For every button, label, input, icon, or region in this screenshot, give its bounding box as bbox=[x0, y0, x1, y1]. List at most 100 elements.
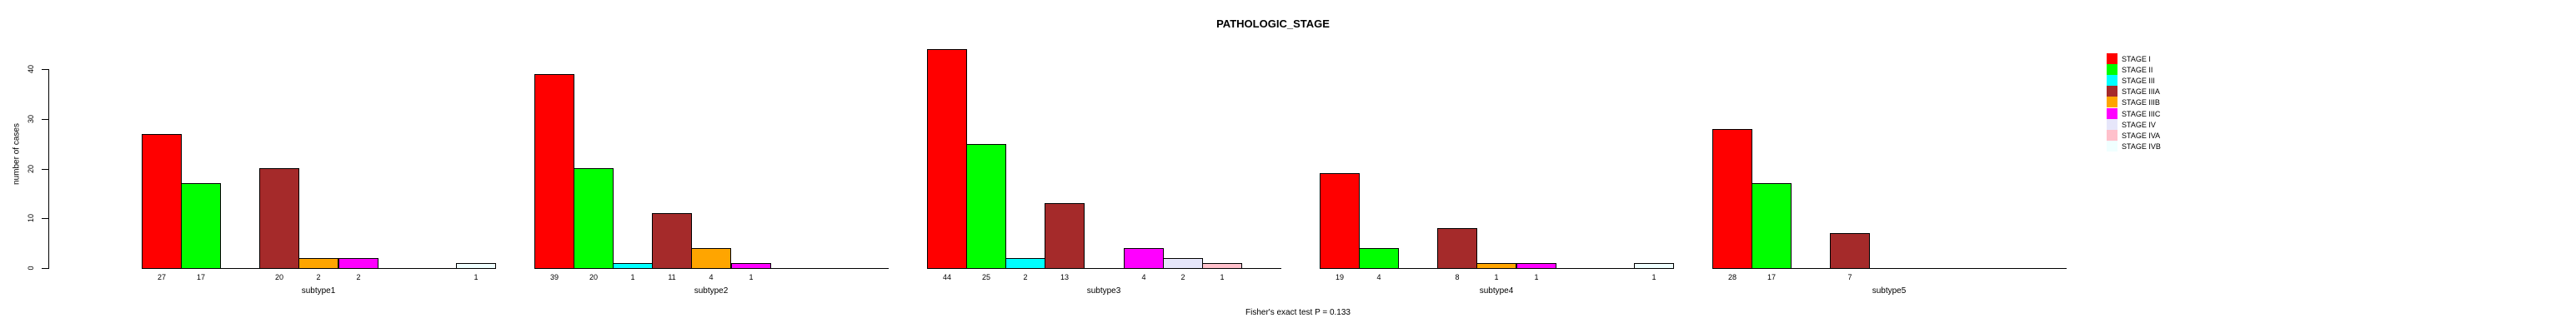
legend-item-stage-i: STAGE I bbox=[2107, 53, 2151, 64]
bar-subtype2-stage-ii bbox=[574, 168, 614, 269]
bar-value-subtype5-stage-i: 28 bbox=[1727, 273, 1737, 281]
legend-swatch-stage-iii bbox=[2107, 75, 2117, 86]
fisher-test-footnote: Fisher's exact test P = 0.133 bbox=[1245, 308, 1351, 317]
legend-label-stage-ii: STAGE II bbox=[2122, 65, 2153, 74]
bar-value-subtype1-stage-ivb: 1 bbox=[474, 273, 479, 281]
y-tick-mark bbox=[42, 69, 48, 70]
y-tick-label: 0 bbox=[27, 266, 35, 271]
legend-label-stage-iiib: STAGE IIIB bbox=[2122, 97, 2160, 107]
bar-value-subtype5-stage-ii: 17 bbox=[1767, 273, 1776, 281]
bar-value-subtype1-stage-ii: 17 bbox=[196, 273, 205, 281]
category-label-subtype5: subtype5 bbox=[1872, 286, 1907, 296]
y-tick-mark bbox=[42, 268, 48, 269]
bar-subtype3-stage-iv bbox=[1163, 258, 1203, 269]
bar-subtype2-stage-iiia bbox=[652, 213, 692, 269]
legend-swatch-stage-iv bbox=[2107, 119, 2117, 130]
bar-value-subtype4-stage-iiia: 8 bbox=[1455, 273, 1460, 281]
bar-subtype4-stage-ii bbox=[1359, 248, 1399, 269]
y-tick-mark bbox=[42, 169, 48, 170]
bar-subtype4-stage-ivb bbox=[1634, 263, 1674, 269]
y-tick-label: 30 bbox=[27, 114, 35, 124]
bar-value-subtype2-stage-iiic: 1 bbox=[749, 273, 754, 281]
y-axis-label: number of cases bbox=[12, 123, 22, 185]
category-label-subtype4: subtype4 bbox=[1479, 286, 1514, 296]
bar-subtype1-stage-iiia bbox=[259, 168, 299, 269]
legend-label-stage-iii: STAGE III bbox=[2122, 76, 2155, 85]
bar-subtype2-stage-iii bbox=[613, 263, 653, 269]
bar-value-subtype2-stage-iii: 1 bbox=[630, 273, 635, 281]
bar-value-subtype4-stage-ii: 4 bbox=[1376, 273, 1381, 281]
bar-value-subtype2-stage-i: 39 bbox=[549, 273, 559, 281]
bar-subtype4-stage-iiib bbox=[1476, 263, 1516, 269]
y-axis-line bbox=[48, 69, 49, 269]
bar-value-subtype2-stage-iiia: 11 bbox=[668, 273, 676, 281]
bar-value-subtype3-stage-iii: 2 bbox=[1023, 273, 1028, 281]
legend-label-stage-iv: STAGE IV bbox=[2122, 120, 2156, 129]
y-tick-label: 10 bbox=[27, 213, 35, 223]
bar-subtype1-stage-i bbox=[142, 134, 182, 269]
bar-value-subtype3-stage-iv: 2 bbox=[1180, 273, 1185, 281]
chart-title: PATHOLOGIC_STAGE bbox=[1216, 17, 1330, 30]
bar-subtype2-stage-iiib bbox=[691, 248, 731, 269]
legend-label-stage-i: STAGE I bbox=[2122, 54, 2151, 63]
legend-item-stage-iiib: STAGE IIIB bbox=[2107, 97, 2160, 107]
bar-value-subtype3-stage-ii: 25 bbox=[981, 273, 990, 281]
legend-item-stage-iiia: STAGE IIIA bbox=[2107, 86, 2160, 97]
bar-subtype1-stage-iiic bbox=[338, 258, 378, 269]
legend-item-stage-ii: STAGE II bbox=[2107, 64, 2153, 75]
y-tick-mark bbox=[42, 218, 48, 219]
bar-value-subtype1-stage-iiib: 2 bbox=[316, 273, 321, 281]
bar-value-subtype3-stage-iiia: 13 bbox=[1060, 273, 1069, 281]
bar-subtype3-stage-iva bbox=[1202, 263, 1242, 269]
legend-item-stage-iii: STAGE III bbox=[2107, 75, 2155, 86]
bar-subtype3-stage-ii bbox=[966, 144, 1006, 269]
bar-value-subtype5-stage-iiia: 7 bbox=[1847, 273, 1852, 281]
bar-subtype2-stage-iiic bbox=[731, 263, 771, 269]
y-tick-mark bbox=[42, 119, 48, 120]
bar-subtype5-stage-i bbox=[1712, 129, 1752, 269]
legend-item-stage-iiic: STAGE IIIC bbox=[2107, 108, 2160, 119]
bar-value-subtype2-stage-ii: 20 bbox=[589, 273, 598, 281]
bar-value-subtype3-stage-iva: 1 bbox=[1220, 273, 1225, 281]
legend-item-stage-iva: STAGE IVA bbox=[2107, 130, 2160, 141]
legend-swatch-stage-iiia bbox=[2107, 86, 2117, 97]
baseline-subtype5 bbox=[1712, 268, 2067, 269]
bar-subtype5-stage-iiia bbox=[1830, 233, 1870, 269]
legend-label-stage-ivb: STAGE IVB bbox=[2122, 142, 2161, 151]
legend-item-stage-ivb: STAGE IVB bbox=[2107, 141, 2161, 152]
legend-swatch-stage-ii bbox=[2107, 64, 2117, 75]
bar-subtype4-stage-iiic bbox=[1516, 263, 1556, 269]
legend-swatch-stage-ivb bbox=[2107, 141, 2117, 152]
bar-value-subtype4-stage-i: 19 bbox=[1335, 273, 1344, 281]
bar-subtype3-stage-iiia bbox=[1045, 203, 1085, 269]
legend-swatch-stage-i bbox=[2107, 53, 2117, 64]
legend-swatch-stage-iiic bbox=[2107, 108, 2117, 119]
bar-subtype1-stage-ii bbox=[181, 183, 221, 269]
bar-subtype5-stage-ii bbox=[1752, 183, 1792, 269]
category-label-subtype1: subtype1 bbox=[301, 286, 336, 296]
bar-value-subtype4-stage-iiib: 1 bbox=[1494, 273, 1499, 281]
legend-swatch-stage-iva bbox=[2107, 130, 2117, 141]
bar-value-subtype1-stage-i: 27 bbox=[157, 273, 166, 281]
bar-subtype2-stage-i bbox=[534, 74, 574, 269]
legend-label-stage-iiia: STAGE IIIA bbox=[2122, 87, 2160, 96]
bar-value-subtype4-stage-ivb: 1 bbox=[1651, 273, 1656, 281]
bar-value-subtype1-stage-iiia: 20 bbox=[274, 273, 283, 281]
legend-label-stage-iiic: STAGE IIIC bbox=[2122, 109, 2161, 118]
bar-subtype3-stage-iiic bbox=[1124, 248, 1164, 269]
bar-subtype4-stage-i bbox=[1320, 173, 1360, 269]
category-label-subtype2: subtype2 bbox=[694, 286, 729, 296]
bar-subtype3-stage-iii bbox=[1005, 258, 1045, 269]
bar-subtype1-stage-ivb bbox=[456, 263, 496, 269]
baseline-subtype3 bbox=[927, 268, 1281, 269]
legend-item-stage-iv: STAGE IV bbox=[2107, 119, 2156, 130]
legend-swatch-stage-iiib bbox=[2107, 97, 2117, 107]
bar-subtype3-stage-i bbox=[927, 49, 967, 269]
bar-value-subtype2-stage-iiib: 4 bbox=[709, 273, 714, 281]
bar-value-subtype1-stage-iiic: 2 bbox=[356, 273, 361, 281]
bar-value-subtype3-stage-iiic: 4 bbox=[1141, 273, 1146, 281]
y-tick-label: 40 bbox=[27, 64, 35, 74]
bar-value-subtype4-stage-iiic: 1 bbox=[1534, 273, 1539, 281]
legend-label-stage-iva: STAGE IVA bbox=[2122, 131, 2161, 140]
